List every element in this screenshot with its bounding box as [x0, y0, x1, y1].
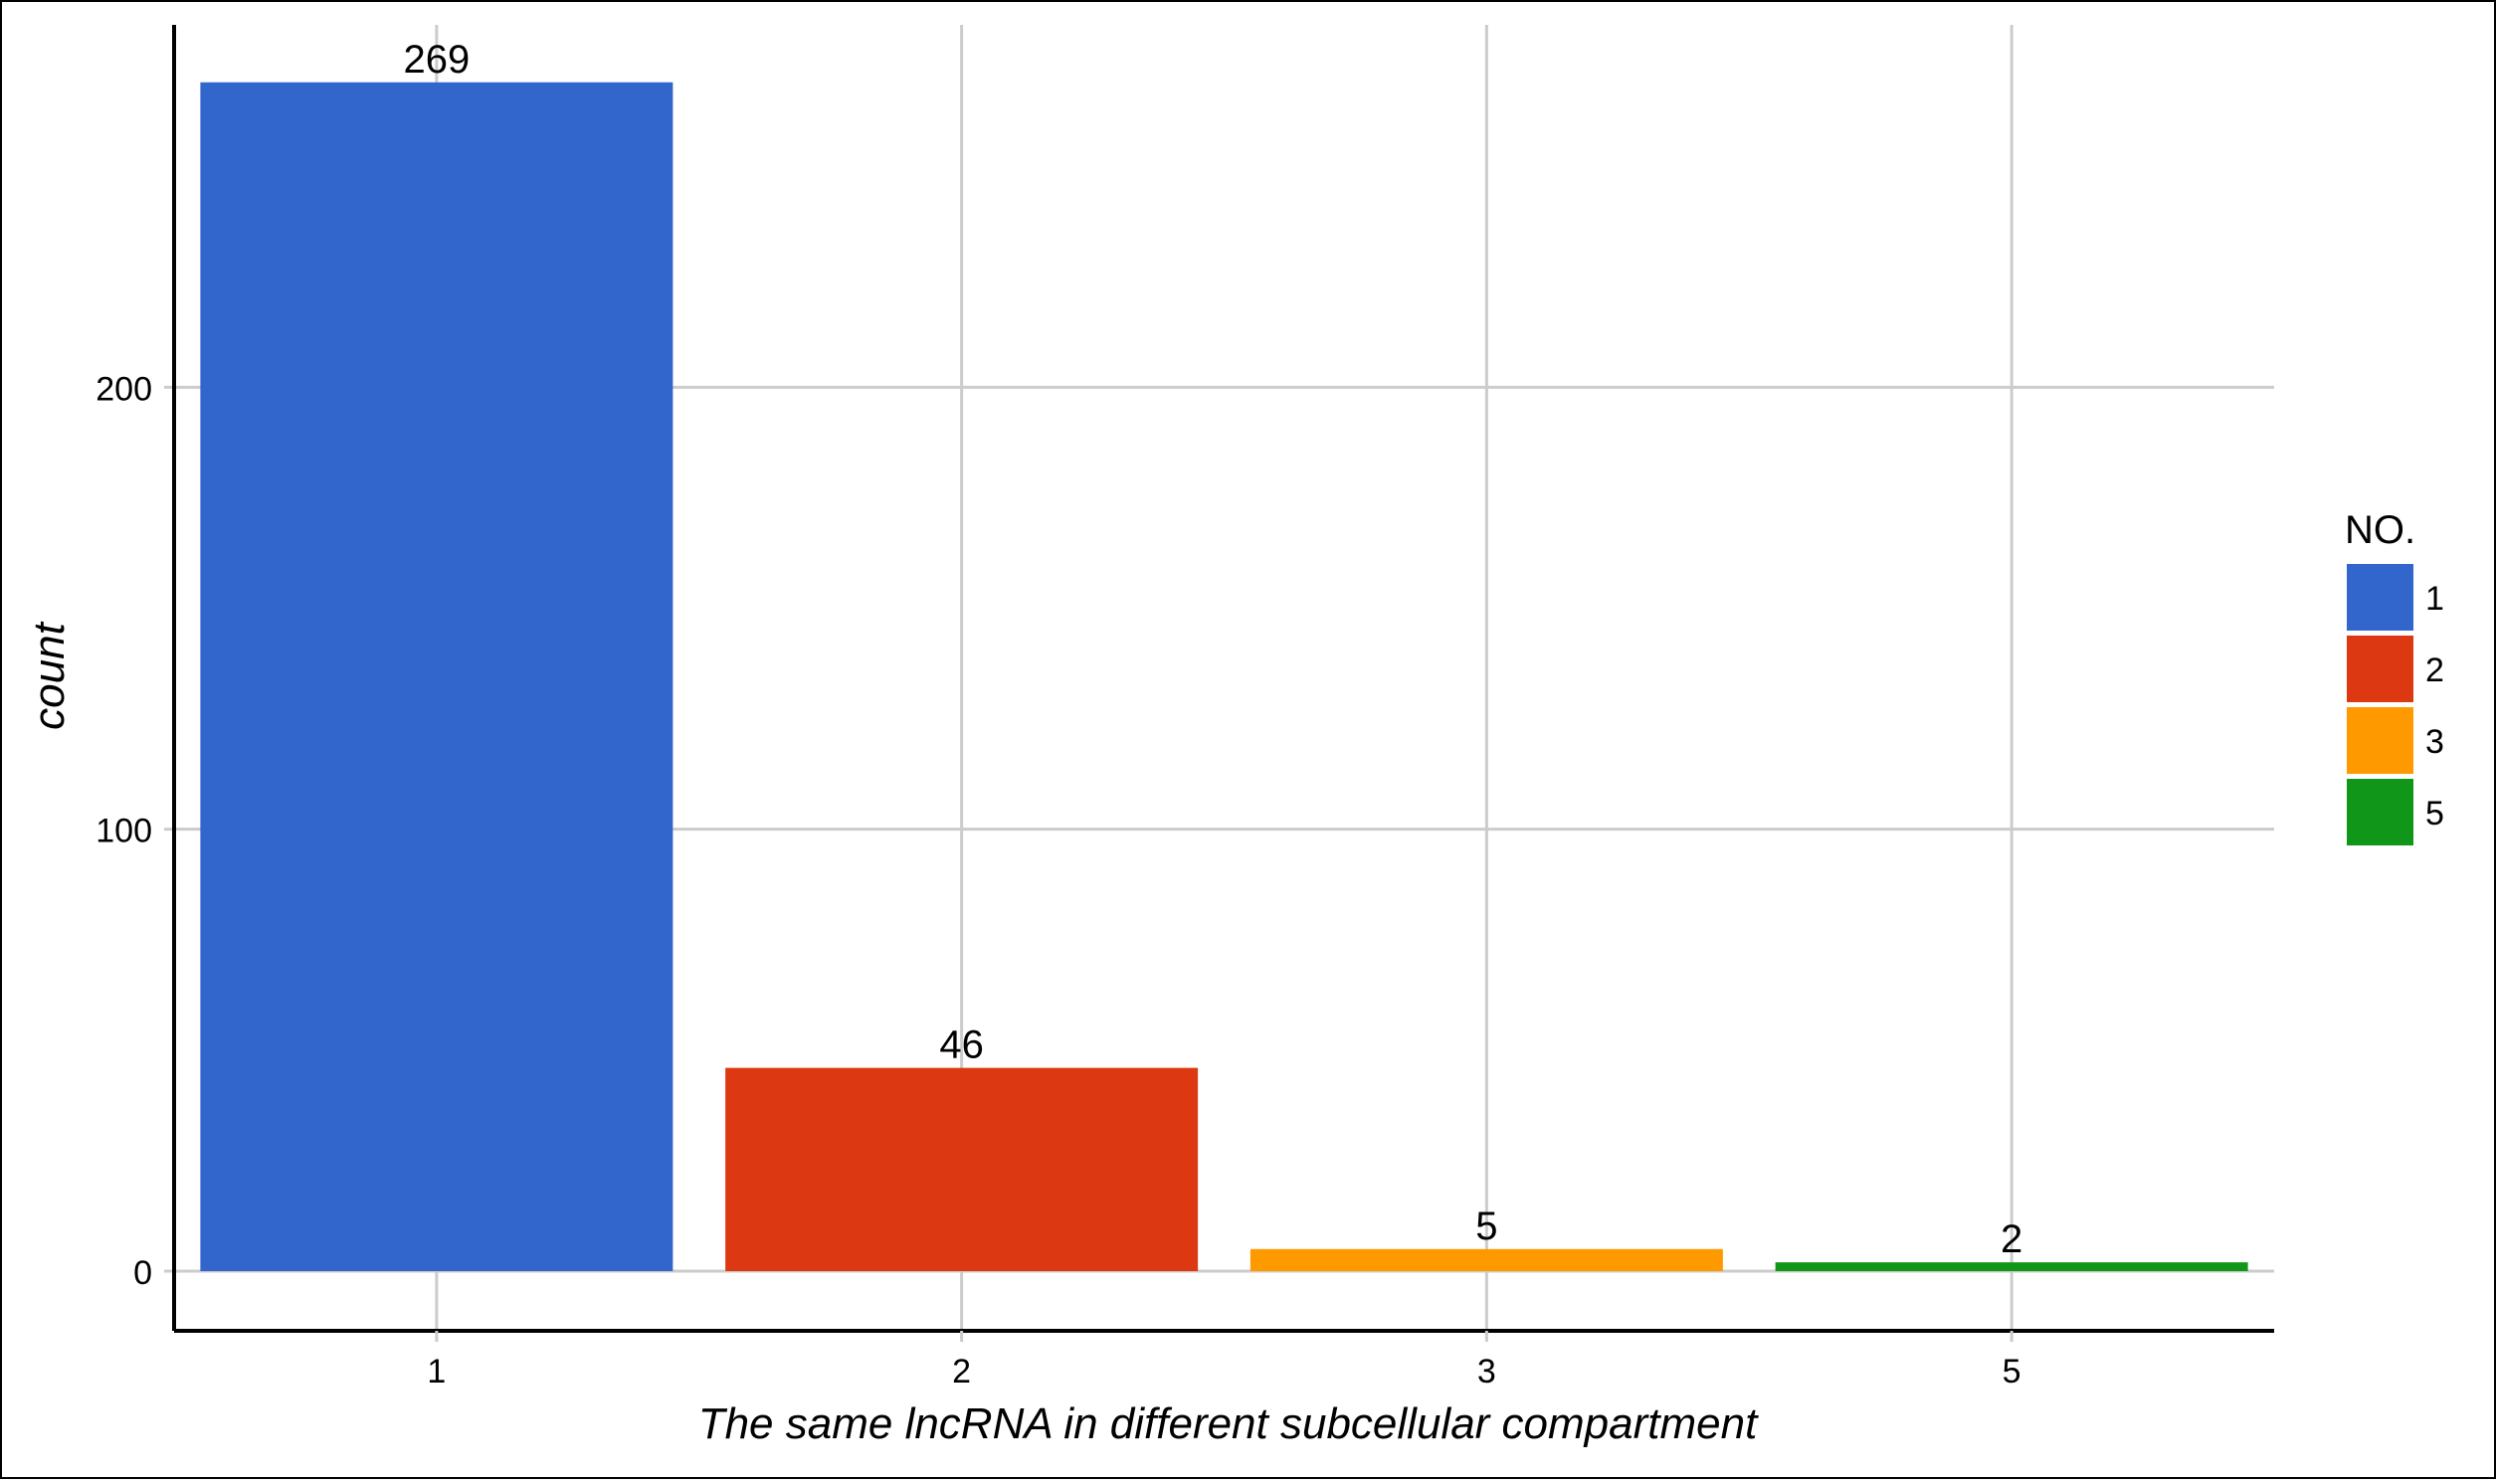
bars: [200, 82, 2248, 1272]
legend: NO. 1 2 3 5: [2345, 508, 2444, 845]
x-tick-label: 1: [427, 1353, 446, 1391]
legend-label: 5: [2425, 795, 2444, 833]
bar-data-label: 269: [404, 38, 471, 82]
data-labels: 269 46 5 2: [404, 38, 2023, 1261]
x-tick-label: 3: [1477, 1353, 1496, 1391]
y-tick-label: 100: [96, 813, 152, 850]
legend-swatch: [2347, 636, 2413, 702]
bar-data-label: 5: [1475, 1205, 1497, 1248]
y-tick-label: 200: [96, 370, 152, 408]
bar-data-label: 2: [2001, 1217, 2022, 1261]
x-tick-label: 2: [952, 1353, 971, 1391]
legend-label: 3: [2425, 723, 2444, 761]
bar: [1249, 1248, 1723, 1272]
bar: [725, 1067, 1199, 1272]
bar: [1775, 1262, 2248, 1272]
bar-data-label: 46: [939, 1023, 984, 1067]
legend-swatch: [2347, 779, 2413, 845]
x-axis-title: The same lncRNA in different subcellular…: [698, 1399, 1759, 1448]
x-tick-label: 5: [2003, 1353, 2021, 1391]
legend-entries: 1 2 3 5: [2347, 564, 2444, 845]
y-tick-label: 0: [133, 1254, 152, 1292]
legend-label: 1: [2425, 580, 2444, 618]
legend-label: 2: [2425, 651, 2444, 689]
bar: [200, 82, 673, 1272]
legend-title: NO.: [2345, 508, 2415, 552]
legend-swatch: [2347, 564, 2413, 631]
y-axis-title: count: [25, 621, 74, 729]
legend-swatch: [2347, 707, 2413, 774]
axes: 0 100 200 1 2 3 5: [96, 25, 2274, 1391]
